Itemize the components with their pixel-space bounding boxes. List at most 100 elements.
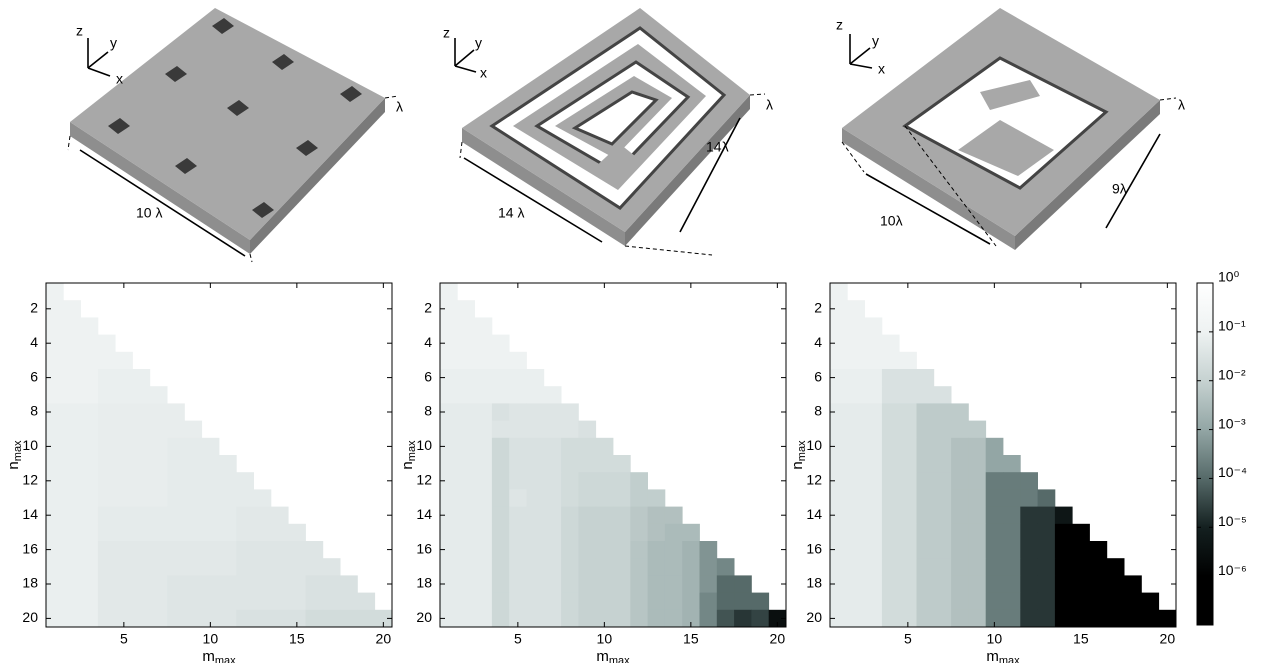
cell	[1003, 524, 1021, 542]
y-tick-label: 10	[416, 437, 432, 453]
cell	[440, 352, 458, 370]
cell	[63, 403, 81, 421]
cell	[544, 507, 562, 525]
cell	[115, 455, 133, 473]
cell	[1072, 593, 1090, 611]
cell	[202, 455, 220, 473]
cell	[968, 421, 986, 439]
illustration-1: z y x 10 λ λ	[68, 8, 403, 262]
cell	[899, 352, 917, 370]
cell	[951, 558, 969, 576]
cell	[717, 593, 735, 611]
cell	[665, 610, 683, 628]
cell	[271, 558, 289, 576]
cell	[917, 438, 935, 456]
cell	[150, 489, 168, 507]
cell	[682, 541, 700, 559]
cell	[254, 489, 272, 507]
y-axis-label-main: n	[789, 461, 806, 469]
cell	[236, 593, 254, 611]
cell	[882, 575, 900, 593]
cell	[527, 438, 545, 456]
cell	[1124, 593, 1142, 611]
cell	[98, 558, 116, 576]
cell	[865, 575, 883, 593]
cell	[734, 610, 752, 628]
cell	[1072, 558, 1090, 576]
cell	[509, 438, 527, 456]
cell	[865, 472, 883, 490]
cell	[882, 403, 900, 421]
colorbar-tick-label: 10⁻¹	[1218, 318, 1246, 334]
cell	[288, 593, 306, 611]
cell	[492, 575, 510, 593]
cell	[440, 421, 458, 439]
y-tick-label: 18	[416, 575, 432, 591]
cell	[968, 575, 986, 593]
cell	[865, 489, 883, 507]
cell	[968, 507, 986, 525]
cell	[700, 593, 718, 611]
dim-line	[460, 142, 462, 158]
cell	[254, 507, 272, 525]
cell	[561, 438, 579, 456]
cell	[578, 489, 596, 507]
cell	[115, 507, 133, 525]
cell	[509, 472, 527, 490]
cell	[81, 386, 99, 404]
cell	[968, 472, 986, 490]
cell	[184, 455, 202, 473]
cell	[986, 575, 1004, 593]
cell	[1141, 610, 1159, 628]
cell	[648, 541, 666, 559]
cell	[934, 541, 952, 559]
cell	[951, 438, 969, 456]
cell	[81, 335, 99, 353]
cell	[613, 593, 631, 611]
cell	[323, 593, 341, 611]
cell	[63, 335, 81, 353]
y-axis-label-sub: max	[796, 440, 808, 461]
cell	[115, 403, 133, 421]
cell	[596, 524, 614, 542]
cell	[150, 524, 168, 542]
cell	[682, 524, 700, 542]
heatmap	[830, 283, 1176, 627]
cell	[306, 610, 324, 628]
cell	[751, 593, 769, 611]
page: {"illustrations": [ {"axis_x": "x", "axi…	[0, 0, 1274, 663]
cell	[340, 575, 358, 593]
axis-label: z	[836, 17, 843, 33]
cell	[544, 421, 562, 439]
cell	[882, 558, 900, 576]
cell	[98, 575, 116, 593]
cell	[899, 386, 917, 404]
dim-label: λ	[766, 97, 773, 113]
cell	[596, 472, 614, 490]
y-tick-label: 14	[806, 506, 822, 522]
cell	[578, 558, 596, 576]
cell	[986, 489, 1004, 507]
cell	[150, 472, 168, 490]
x-tick-label: 20	[1160, 631, 1176, 647]
dim-line	[1160, 98, 1176, 100]
colorbar-tick-label: 10⁻⁴	[1218, 464, 1247, 480]
cell	[630, 524, 648, 542]
axis-label: y	[475, 35, 482, 51]
cell	[682, 593, 700, 611]
cell	[630, 610, 648, 628]
cell	[665, 575, 683, 593]
cell	[219, 575, 237, 593]
cell	[968, 524, 986, 542]
cell	[167, 421, 185, 439]
cell	[596, 507, 614, 525]
y-tick-label: 10	[806, 437, 822, 453]
cell	[865, 369, 883, 387]
cell	[665, 524, 683, 542]
cell	[492, 610, 510, 628]
cell	[457, 317, 475, 335]
cell	[917, 386, 935, 404]
cell	[1003, 558, 1021, 576]
cell	[98, 472, 116, 490]
cell	[717, 558, 735, 576]
